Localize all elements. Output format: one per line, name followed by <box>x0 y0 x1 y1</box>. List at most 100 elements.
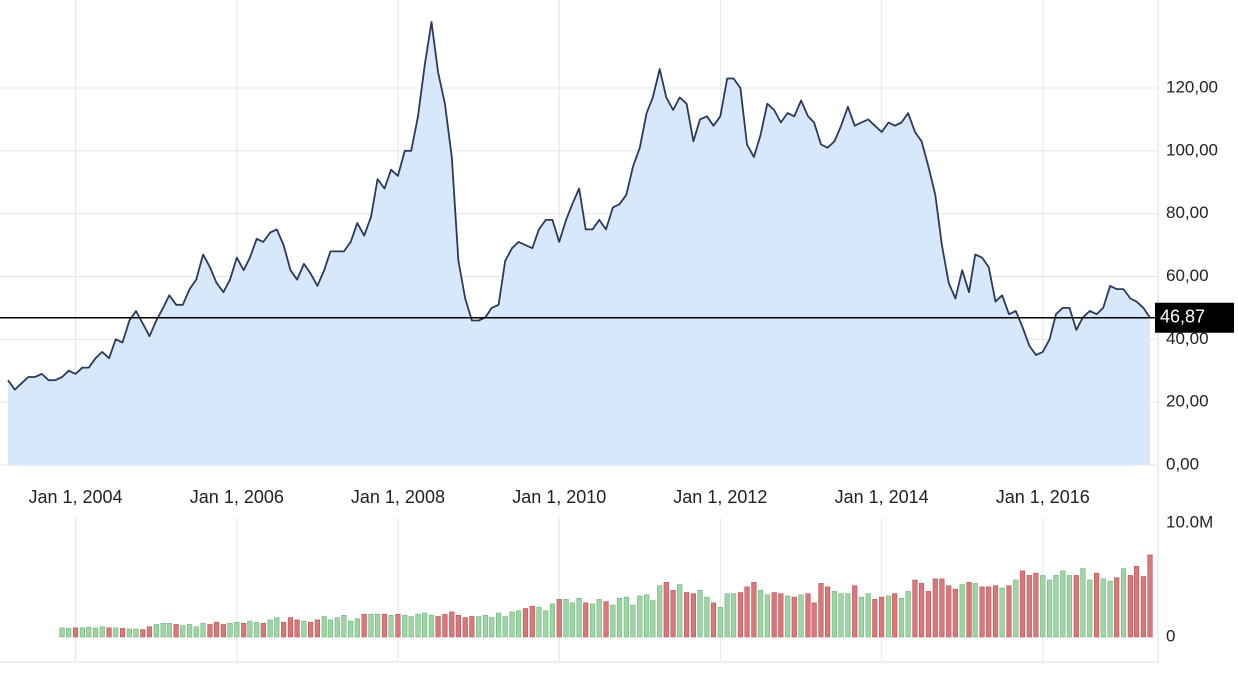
x-tick-label: Jan 1, 2006 <box>190 487 284 507</box>
volume-bar <box>831 591 838 638</box>
volume-bar <box>677 584 683 638</box>
price-line <box>7 21 1151 391</box>
volume-bar <box>764 594 770 638</box>
volume-bar <box>462 617 468 638</box>
volume-bar <box>918 583 925 638</box>
volume-bar <box>1006 585 1012 638</box>
volume-bar <box>173 624 179 638</box>
volume-bar <box>778 593 784 638</box>
volume-bar <box>1087 579 1093 638</box>
volume-bar <box>1013 579 1019 638</box>
volume-bar <box>247 620 253 638</box>
volume-bar <box>885 595 892 638</box>
y-tick-label: 20,00 <box>1166 392 1209 411</box>
volume-bar <box>838 593 844 638</box>
y-tick-label: 80,00 <box>1166 203 1209 222</box>
volume-bar <box>375 613 381 638</box>
volume-bar <box>757 589 764 638</box>
volume-bar <box>683 592 690 638</box>
volume-bar <box>368 613 374 638</box>
volume-bar <box>442 613 448 638</box>
volume-bar <box>697 589 703 638</box>
volume-tick-label: 0 <box>1166 626 1175 645</box>
volume-bar <box>482 615 489 638</box>
volume-bar <box>187 624 193 638</box>
x-tick-label: Jan 1, 2008 <box>351 487 445 507</box>
volume-bar <box>314 619 320 638</box>
volume-bar <box>872 599 878 638</box>
volume-bar <box>234 621 240 638</box>
volume-bar <box>690 593 697 638</box>
volume-bar <box>1133 566 1140 638</box>
volume-bar <box>657 585 663 638</box>
y-tick-label: 0,00 <box>1166 454 1199 473</box>
volume-bar <box>1093 572 1100 638</box>
volume-bar <box>476 616 482 638</box>
volume-bar <box>395 613 401 638</box>
current-value-box <box>1155 302 1234 333</box>
volume-bar <box>449 611 455 638</box>
volume-bar <box>435 616 441 638</box>
volume-bar <box>227 623 233 638</box>
volume-bar <box>66 628 72 638</box>
volume-bar <box>529 605 535 638</box>
volume-bar <box>818 583 824 638</box>
volume-bar <box>596 599 602 638</box>
volume-bar <box>925 591 932 638</box>
volume-bar <box>287 617 294 638</box>
volume-bar <box>489 617 495 638</box>
x-tick-label: Jan 1, 2014 <box>835 487 929 507</box>
volume-bar <box>200 623 206 638</box>
volume-bar <box>59 627 65 638</box>
volume-bar <box>260 623 266 638</box>
y-tick-label: 60,00 <box>1166 266 1209 285</box>
volume-bar <box>563 599 569 638</box>
volume-tick-label: 10.0M <box>1166 512 1213 531</box>
volume-bar <box>630 604 636 638</box>
volume-bar <box>946 585 952 638</box>
volume-bar <box>536 607 542 638</box>
volume-bar <box>623 596 629 638</box>
volume-bar <box>99 626 105 638</box>
volume-bar <box>1127 575 1133 638</box>
volume-bar <box>254 621 260 638</box>
volume-bar <box>1046 579 1053 638</box>
volume-bar <box>549 603 556 638</box>
volume-bar <box>93 627 99 638</box>
volume-bar <box>1033 572 1039 638</box>
volume-bar <box>966 581 972 638</box>
volume-bar <box>160 623 166 638</box>
volume-bar <box>415 613 421 638</box>
volume-bar <box>932 578 938 638</box>
current-value-label: 46,87 <box>1160 306 1205 326</box>
volume-bar <box>824 586 831 638</box>
volume-bar <box>845 593 851 638</box>
volume-bar <box>751 581 757 638</box>
volume-bar <box>992 585 999 638</box>
volume-bar <box>905 591 911 638</box>
volume-bar <box>704 596 710 638</box>
volume-bar <box>879 596 885 638</box>
volume-bar <box>522 608 529 638</box>
volume-bar <box>146 626 153 638</box>
volume-bar <box>576 597 582 638</box>
volume-bar <box>1066 575 1073 638</box>
volume-bar <box>1019 570 1026 638</box>
volume-bar <box>274 617 280 638</box>
volume-bar <box>556 599 562 638</box>
volume-bar <box>422 612 428 638</box>
volume-bar <box>972 583 978 638</box>
volume-bar <box>106 627 112 638</box>
volume-bar <box>999 587 1005 638</box>
volume-bar <box>670 589 676 638</box>
volume-bar <box>509 611 515 638</box>
x-tick-label: Jan 1, 2012 <box>673 487 767 507</box>
volume-bar <box>402 615 408 638</box>
volume-bar <box>307 621 314 638</box>
volume-bar <box>207 624 213 638</box>
price-area <box>8 22 1150 465</box>
volume-bar <box>334 617 340 638</box>
volume-bar <box>912 579 918 638</box>
volume-bar <box>516 610 522 638</box>
